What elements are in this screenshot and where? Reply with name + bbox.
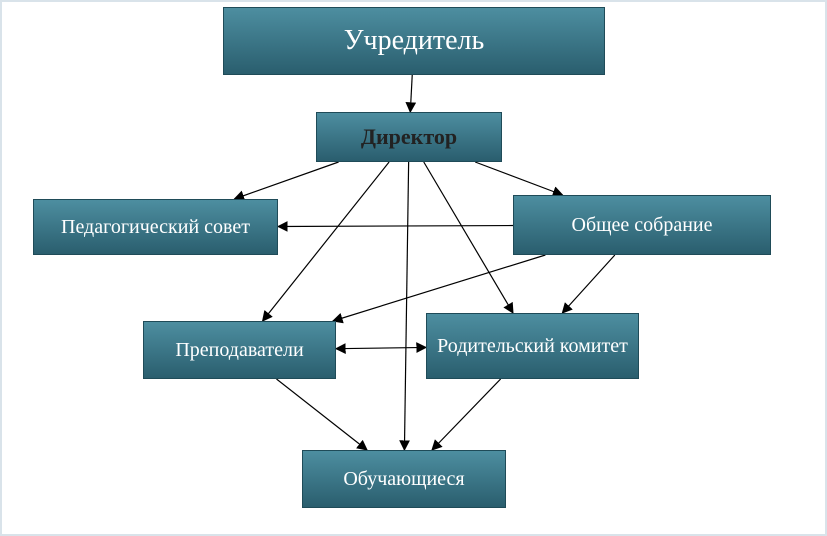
node-label: Учредитель — [344, 25, 485, 57]
node-students: Обучающиеся — [302, 450, 506, 508]
node-label: Педагогический совет — [61, 216, 250, 239]
node-label: Преподаватели — [175, 339, 303, 362]
edge — [278, 226, 513, 227]
node-label: Обучающиеся — [343, 468, 464, 491]
edge — [333, 255, 546, 321]
edge — [562, 255, 614, 313]
edge — [410, 75, 412, 112]
edge — [404, 162, 408, 450]
edge — [234, 162, 338, 199]
node-pedsovet: Педагогический совет — [33, 199, 278, 255]
node-label: Директор — [361, 124, 457, 149]
edge — [263, 162, 390, 321]
node-founder: Учредитель — [223, 7, 605, 75]
edge — [336, 347, 426, 348]
org-structure-diagram: Учредитель Директор Педагогический совет Об… — [0, 0, 827, 536]
node-parents: Родительский комитет — [426, 313, 639, 379]
node-director: Директор — [316, 112, 502, 162]
node-label: Родительский комитет — [437, 335, 628, 358]
edge — [424, 162, 513, 313]
node-label: Общее собрание — [572, 214, 713, 237]
node-teachers: Преподаватели — [143, 321, 336, 379]
node-assembly: Общее собрание — [513, 195, 771, 255]
edge — [432, 379, 501, 450]
edge — [475, 162, 562, 195]
edge — [276, 379, 367, 450]
